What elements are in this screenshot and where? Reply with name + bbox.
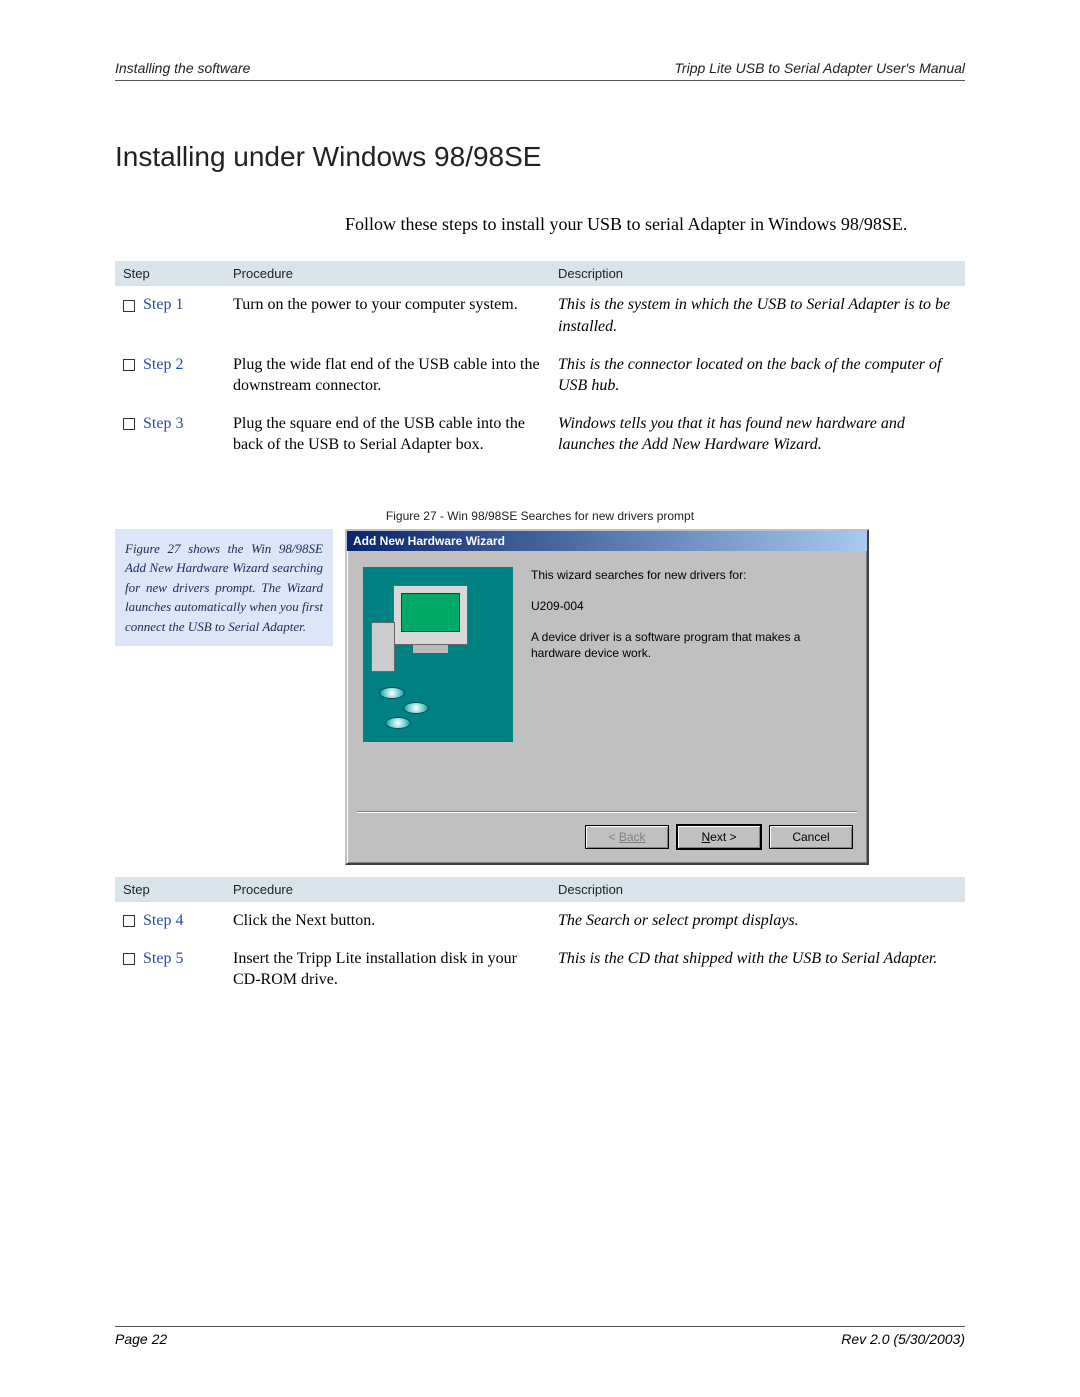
description-cell: Windows tells you that it has found new … <box>550 405 965 464</box>
dialog-button-row: < Back Next > Cancel <box>347 813 867 863</box>
next-button[interactable]: Next > <box>677 825 761 849</box>
step-label: Step 1 <box>143 296 183 313</box>
checkbox-icon <box>123 953 135 965</box>
checkbox-icon <box>123 915 135 927</box>
footer-left: Page 22 <box>115 1331 167 1347</box>
checkbox-icon <box>123 359 135 371</box>
col-procedure: Procedure <box>225 877 550 902</box>
cancel-button[interactable]: Cancel <box>769 825 853 849</box>
dialog-line2: A device driver is a software program th… <box>531 629 851 663</box>
procedure-cell: Insert the Tripp Lite installation disk … <box>225 940 550 999</box>
header-left: Installing the software <box>115 60 250 76</box>
dialog-device: U209-004 <box>531 598 851 615</box>
checkbox-icon <box>123 300 135 312</box>
dialog-illustration <box>363 567 513 742</box>
col-description: Description <box>550 877 965 902</box>
section-title: Installing under Windows 98/98SE <box>115 141 965 173</box>
col-description: Description <box>550 261 965 286</box>
dialog-text: This wizard searches for new drivers for… <box>531 567 851 803</box>
win98-dialog: Add New Hardware Wizard This wizard sear… <box>345 529 869 865</box>
table-row: Step 3 Plug the square end of the USB cab… <box>115 405 965 464</box>
step-label: Step 2 <box>143 356 183 373</box>
dialog-body: This wizard searches for new drivers for… <box>347 551 867 811</box>
description-cell: This is the connector located on the bac… <box>550 346 965 405</box>
table-row: Step 2 Plug the wide flat end of the USB … <box>115 346 965 405</box>
intro-text: Follow these steps to install your USB t… <box>345 213 965 236</box>
procedure-cell: Plug the square end of the USB cable int… <box>225 405 550 464</box>
col-step: Step <box>115 261 225 286</box>
dialog-titlebar: Add New Hardware Wizard <box>347 531 867 551</box>
step-label: Step 5 <box>143 950 183 967</box>
figure-row: Figure 27 shows the Win 98/98SE Add New … <box>115 529 965 865</box>
checkbox-icon <box>123 418 135 430</box>
step-label: Step 3 <box>143 415 183 432</box>
description-cell: This is the system in which the USB to S… <box>550 286 965 345</box>
procedure-cell: Turn on the power to your computer syste… <box>225 286 550 345</box>
figure-sidebar-note: Figure 27 shows the Win 98/98SE Add New … <box>115 529 333 647</box>
footer-right: Rev 2.0 (5/30/2003) <box>841 1331 965 1347</box>
page-header: Installing the software Tripp Lite USB t… <box>115 60 965 81</box>
back-button[interactable]: < Back <box>585 825 669 849</box>
steps-table-1: Step Procedure Description Step 1 Turn on… <box>115 261 965 464</box>
col-step: Step <box>115 877 225 902</box>
page-footer: Page 22 Rev 2.0 (5/30/2003) <box>115 1326 965 1347</box>
step-label: Step 4 <box>143 912 183 929</box>
procedure-cell: Click the Next button. <box>225 902 550 940</box>
steps-table-2: Step Procedure Description Step 4 Click t… <box>115 877 965 999</box>
table-row: Step 4 Click the Next button.The Search o… <box>115 902 965 940</box>
dialog-line1: This wizard searches for new drivers for… <box>531 567 851 584</box>
description-cell: This is the CD that shipped with the USB… <box>550 940 965 999</box>
table-row: Step 5 Insert the Tripp Lite installation… <box>115 940 965 999</box>
header-right: Tripp Lite USB to Serial Adapter User's … <box>674 60 965 76</box>
col-procedure: Procedure <box>225 261 550 286</box>
procedure-cell: Plug the wide flat end of the USB cable … <box>225 346 550 405</box>
figure-caption: Figure 27 - Win 98/98SE Searches for new… <box>115 509 965 523</box>
description-cell: The Search or select prompt displays. <box>550 902 965 940</box>
table-row: Step 1 Turn on the power to your computer… <box>115 286 965 345</box>
